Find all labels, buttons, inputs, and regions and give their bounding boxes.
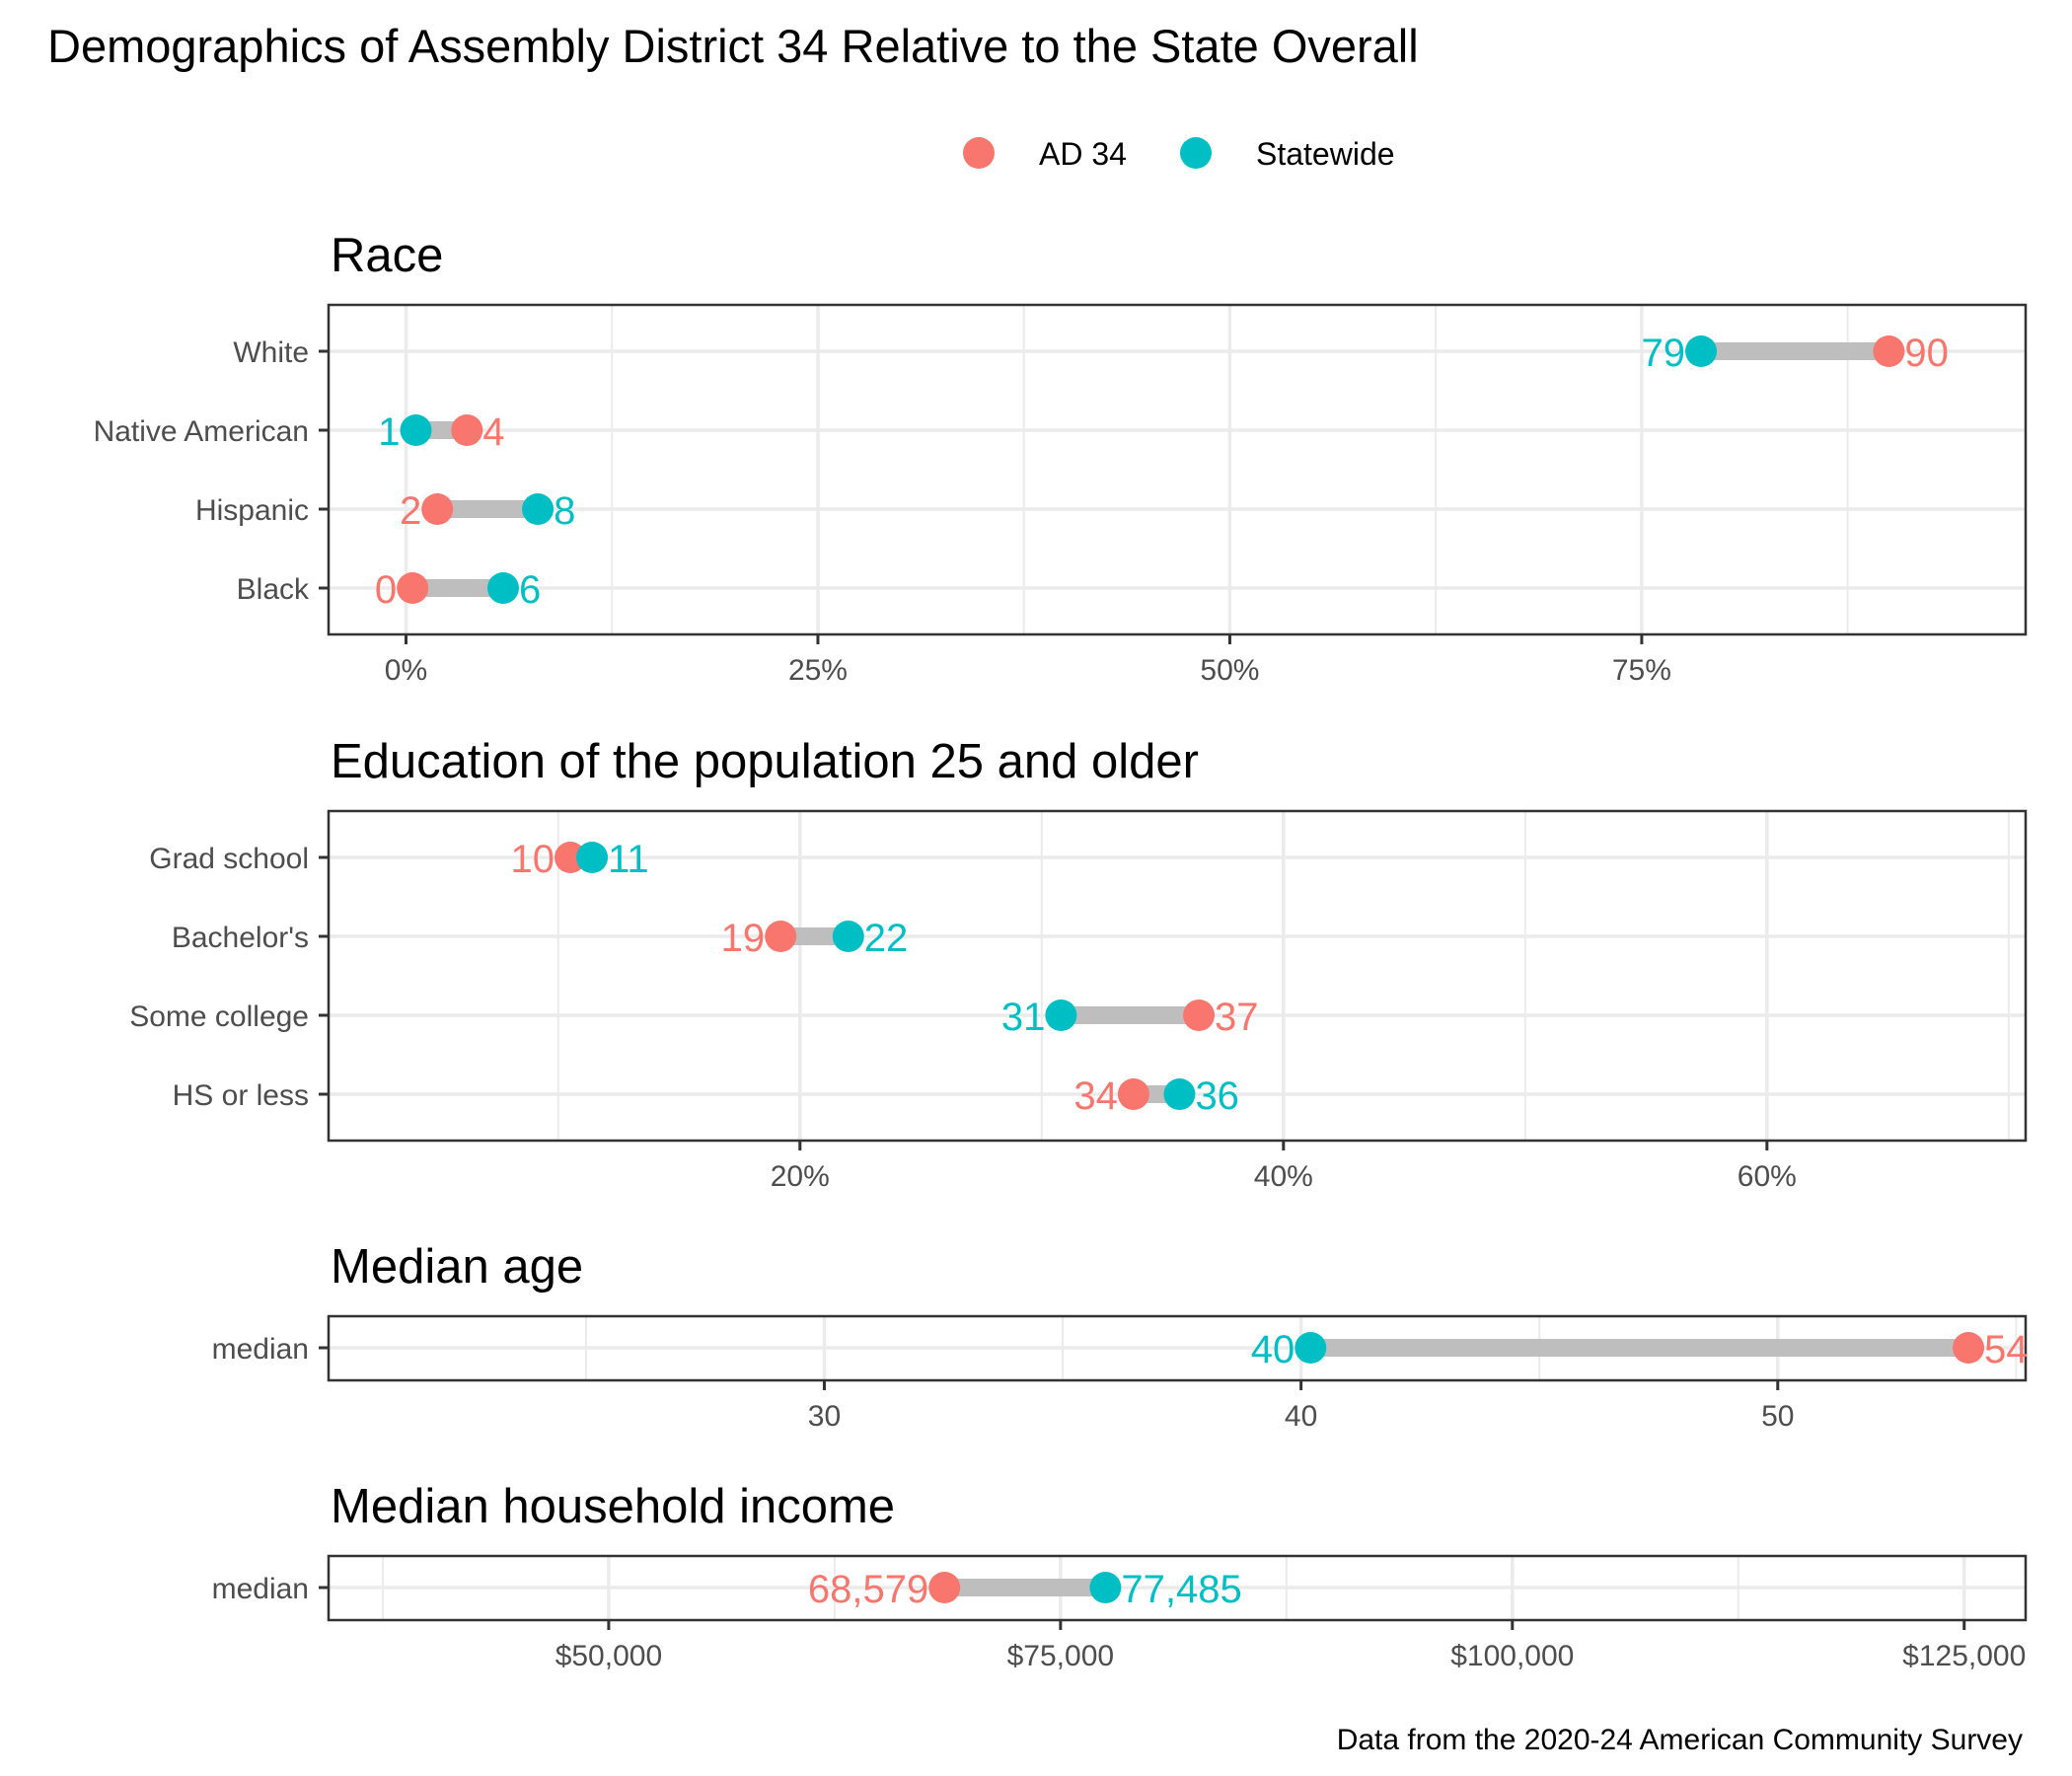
category-label: Bachelor's — [172, 922, 309, 954]
point-statewide — [522, 493, 555, 525]
category-label: HS or less — [173, 1079, 309, 1112]
panel-race: Race 0% 25% 50% 75% White Native American Hispa… — [94, 229, 2028, 687]
panel-age: Median age 30 40 50 median 54 40 — [212, 1240, 2029, 1433]
point-statewide — [1089, 1572, 1122, 1603]
category-label: median — [212, 1333, 309, 1366]
value-label-ad34: 4 — [482, 410, 504, 454]
legend: AD 34 Statewide — [963, 136, 1395, 172]
value-label-statewide: 6 — [519, 568, 541, 612]
point-ad34 — [397, 572, 429, 604]
category-label: Black — [237, 573, 310, 606]
value-label-ad34: 10 — [511, 838, 555, 881]
panel-title-income: Median household income — [331, 1480, 895, 1533]
legend-statewide-swatch — [1180, 137, 1212, 169]
x-tick-label: 75% — [1612, 654, 1671, 687]
value-label-statewide: 77,485 — [1121, 1568, 1241, 1611]
x-tick-label: 20% — [771, 1160, 830, 1193]
legend-ad34-label: AD 34 — [1039, 136, 1127, 172]
value-label-ad34: 54 — [1984, 1328, 2029, 1371]
panel-title-race: Race — [331, 229, 443, 282]
x-tick-label: $125,000 — [1902, 1640, 2026, 1672]
panels: Race 0% 25% 50% 75% White Native American Hispa… — [94, 229, 2029, 1672]
x-tick-label: 60% — [1738, 1160, 1797, 1193]
point-statewide — [576, 842, 609, 873]
panel-border — [327, 809, 2028, 1143]
point-ad34 — [765, 921, 797, 952]
category-label: White — [233, 336, 309, 369]
point-ad34 — [451, 414, 483, 446]
value-label-ad34: 37 — [1215, 996, 1259, 1039]
point-statewide — [400, 414, 432, 446]
point-statewide — [1163, 1078, 1196, 1110]
x-tick-label: $100,000 — [1450, 1640, 1574, 1672]
category-label: median — [212, 1573, 309, 1605]
panel-title-age: Median age — [331, 1240, 583, 1294]
x-tick-label: 25% — [788, 654, 848, 687]
x-tick-label: 0% — [385, 654, 427, 687]
point-statewide — [1295, 1332, 1327, 1364]
value-label-statewide: 36 — [1195, 1074, 1239, 1118]
x-tick-label: 40 — [1285, 1400, 1317, 1433]
point-ad34 — [1873, 335, 1905, 367]
value-label-statewide: 40 — [1251, 1328, 1295, 1371]
value-label-statewide: 22 — [864, 917, 909, 960]
point-ad34 — [421, 493, 454, 525]
value-label-ad34: 34 — [1073, 1074, 1118, 1118]
value-label-ad34: 68,579 — [808, 1568, 928, 1611]
panel-title-education: Education of the population 25 and older — [331, 735, 1199, 788]
legend-statewide-label: Statewide — [1256, 136, 1395, 172]
point-ad34 — [1183, 999, 1216, 1031]
chart-title: Demographics of Assembly District 34 Rel… — [47, 20, 1419, 72]
legend-ad34-swatch — [963, 137, 995, 169]
point-ad34 — [1953, 1332, 1985, 1364]
value-label-statewide: 8 — [554, 489, 575, 533]
panel-income: Median household income $50,000 $75,000 $10… — [212, 1480, 2028, 1672]
value-label-ad34: 0 — [375, 568, 397, 612]
panel-education: Education of the population 25 and older… — [129, 735, 2028, 1193]
x-tick-label: 40% — [1254, 1160, 1313, 1193]
point-ad34 — [1117, 1078, 1149, 1110]
point-statewide — [1685, 335, 1718, 367]
value-label-ad34: 19 — [721, 917, 766, 960]
x-tick-label: $75,000 — [1007, 1640, 1114, 1672]
panel-border — [327, 1314, 2028, 1382]
value-label-statewide: 79 — [1642, 332, 1686, 375]
value-label-statewide: 1 — [378, 410, 400, 454]
value-label-ad34: 2 — [400, 489, 421, 533]
point-statewide — [1045, 999, 1077, 1031]
caption: Data from the 2020-24 American Community… — [1337, 1724, 2023, 1756]
point-ad34 — [928, 1572, 961, 1603]
category-label: Some college — [129, 1000, 309, 1033]
x-tick-label: 50 — [1761, 1400, 1794, 1433]
category-label: Native American — [94, 415, 309, 448]
panel-border — [327, 1554, 2028, 1622]
category-label: Hispanic — [195, 494, 309, 527]
panel-border — [327, 303, 2028, 636]
point-statewide — [832, 921, 864, 952]
category-label: Grad school — [149, 843, 309, 875]
point-ad34 — [555, 842, 587, 873]
value-label-statewide: 31 — [1001, 996, 1046, 1039]
value-label-ad34: 90 — [1904, 332, 1949, 375]
value-label-statewide: 11 — [608, 838, 649, 881]
x-tick-label: 50% — [1200, 654, 1259, 687]
point-statewide — [487, 572, 520, 604]
x-tick-label: $50,000 — [555, 1640, 662, 1672]
x-tick-label: 30 — [808, 1400, 841, 1433]
